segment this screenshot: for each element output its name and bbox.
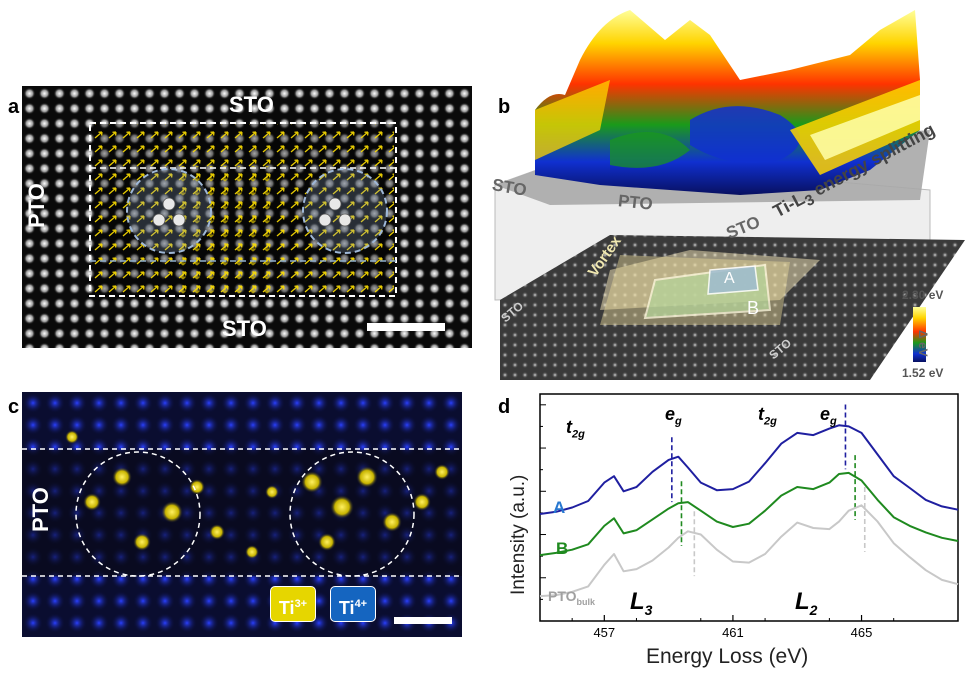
colorbar-title: Δ eV: [916, 330, 930, 357]
colorbar-min: 1.52 eV: [902, 366, 944, 380]
vortex-box: [89, 122, 397, 297]
L2-base: L: [795, 588, 810, 615]
series-line-a: [539, 424, 959, 515]
panel-a-svg: [22, 86, 472, 348]
bulk-base: PTO: [548, 588, 577, 604]
panel-c-label: c: [8, 396, 20, 418]
label-L3: L3: [630, 588, 652, 618]
L3-base: L: [630, 588, 645, 615]
panel-b: STO PTO STO Ti-L3 energy splitting Vorte…: [490, 0, 970, 380]
c-vortex-right: [289, 451, 415, 577]
x-tick-label: 465: [851, 625, 873, 640]
b-region-b: B: [747, 298, 760, 318]
series-line-pto_bulk: [539, 504, 959, 598]
c-vortex-left: [75, 451, 201, 577]
sto-top-label: STO: [229, 92, 274, 117]
t2g-left-sub: 2g: [572, 428, 585, 441]
vortex-core-left: [126, 168, 212, 254]
panel-c-svg: [22, 392, 462, 637]
label-L2: L2: [795, 588, 817, 618]
series-label-bulk: PTObulk: [548, 588, 595, 607]
panel-a-label: a: [8, 96, 20, 118]
legend-ti3: Ti3+: [270, 586, 316, 622]
legend-ti4: Ti4+: [330, 586, 376, 622]
b-region-a: A: [724, 270, 735, 287]
sto-bottom-label: STO: [222, 316, 267, 341]
legend-ti3-base: Ti: [278, 598, 295, 618]
scale-bar-a: [367, 323, 445, 331]
b-pto: PTO: [617, 191, 654, 214]
plot-frame: [539, 393, 959, 622]
series-label-b: B: [556, 539, 569, 558]
eg-right-sub: g: [830, 415, 837, 428]
region-a: [707, 265, 759, 295]
y-axis-label: Intensity (a.u.): [508, 475, 529, 595]
t2g-right-base: t: [758, 404, 764, 424]
x-tick-label: 457: [593, 625, 615, 640]
colorbar: [913, 307, 926, 362]
t2g-right-sub: 2g: [764, 415, 777, 428]
c-pto-label: PTO: [28, 487, 53, 532]
panel-b-label: b: [498, 96, 511, 118]
series-line-b: [539, 471, 959, 557]
label-t2g-left: t2g: [566, 417, 585, 441]
pto-side-label: PTO: [24, 183, 49, 228]
panel-c-image: PTO Ti3+ Ti4+: [22, 392, 462, 637]
scale-bar-c: [394, 617, 452, 624]
legend-ti3-sup: 3+: [294, 598, 308, 610]
L2-sub: 2: [809, 601, 818, 618]
colorbar-max: 2.30 eV: [902, 288, 944, 302]
L3-sub: 3: [644, 601, 653, 618]
legend-ti4-base: Ti: [338, 598, 355, 618]
panel-b-svg: [494, 10, 965, 380]
eg-right-base: e: [820, 404, 831, 424]
legend-ti4-sup: 4+: [354, 598, 368, 610]
series-label-a: A: [553, 498, 566, 517]
x-tick-label: 461: [722, 625, 744, 640]
panel-a-image: STO STO PTO: [22, 86, 472, 348]
panel-d: 457 461 465 Intensity (a.u.) Energy Loss (…: [490, 390, 970, 673]
label-eg-left: eg: [665, 404, 682, 428]
eg-left-base: e: [665, 404, 676, 424]
label-t2g-right: t2g: [758, 404, 777, 428]
spectra-chart: 457 461 465 Intensity (a.u.) Energy Loss (…: [508, 393, 959, 668]
panel-d-label: d: [498, 396, 511, 418]
vortex-core-right: [302, 168, 388, 254]
eg-left-sub: g: [675, 415, 682, 428]
bulk-sub: bulk: [576, 596, 596, 607]
x-axis-label: Energy Loss (eV): [646, 645, 808, 668]
label-eg-right: eg: [820, 404, 837, 428]
t2g-left-base: t: [566, 417, 572, 437]
